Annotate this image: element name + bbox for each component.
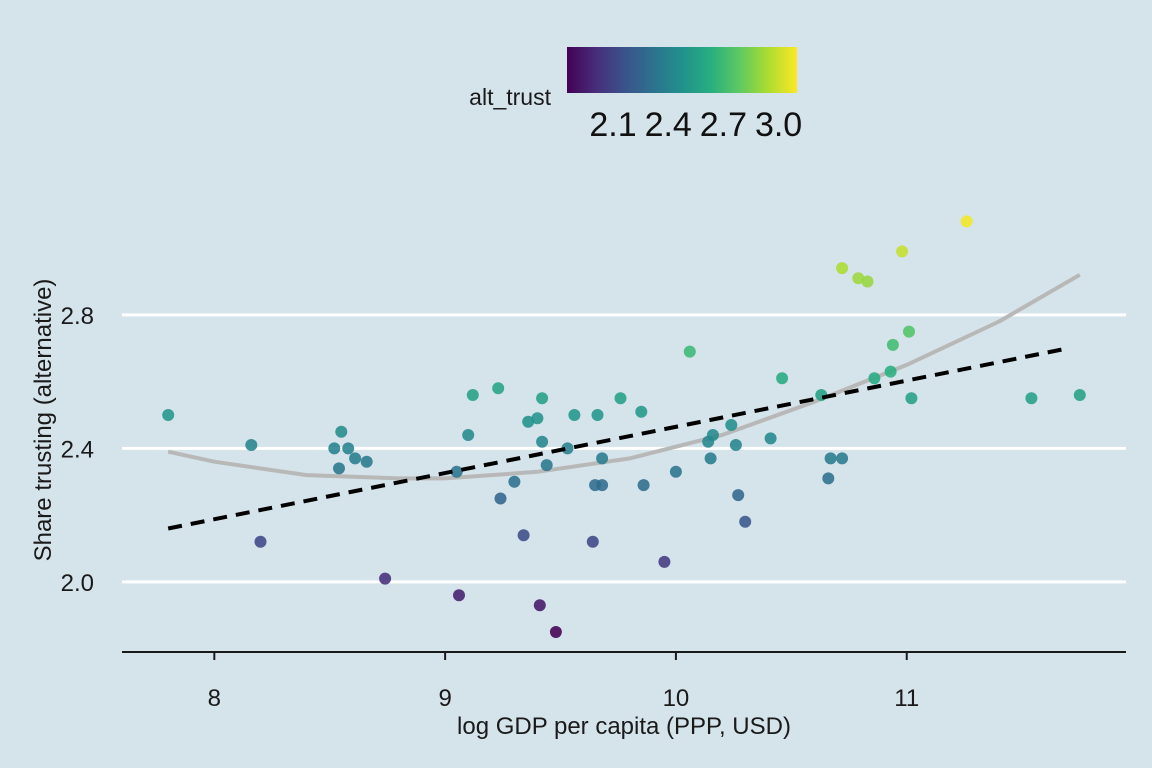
- data-point: [549, 626, 562, 638]
- y-tick-label: 2.0: [61, 570, 94, 597]
- data-point: [905, 392, 918, 405]
- data-point: [333, 462, 345, 475]
- color-legend: alt_trust 2.1 2.4 2.7 3.0: [469, 47, 802, 144]
- data-point: [360, 455, 373, 468]
- data-point: [522, 415, 535, 428]
- data-point: [824, 452, 837, 465]
- y-tick-label: 2.8: [61, 303, 94, 330]
- data-point: [466, 389, 479, 401]
- linear-fit-line: [167, 346, 1069, 531]
- colorbar-tick-label: 2.4: [645, 106, 692, 144]
- y-axis-title: Share trusting (alternative): [30, 279, 57, 562]
- data-point: [536, 392, 549, 405]
- data-point: [517, 529, 530, 542]
- data-point: [342, 442, 355, 455]
- data-point: [245, 439, 258, 451]
- data-point: [836, 452, 849, 465]
- data-point: [683, 345, 696, 358]
- data-point: [658, 555, 671, 568]
- data-point: [254, 535, 267, 548]
- data-point: [1025, 392, 1038, 405]
- colorbar: [567, 47, 797, 93]
- data-point: [960, 215, 973, 228]
- data-point: [886, 338, 899, 351]
- x-tick-label: 8: [208, 685, 221, 712]
- data-point: [729, 439, 742, 451]
- data-point: [739, 515, 752, 528]
- data-point: [508, 475, 521, 488]
- data-point: [706, 429, 719, 441]
- data-point: [533, 599, 546, 612]
- data-point: [732, 489, 745, 502]
- data-point: [861, 275, 874, 288]
- legend-title: alt_trust: [469, 84, 551, 110]
- x-axis-ticks: 8 9 10 11: [208, 652, 919, 712]
- colorbar-tick-label: 2.1: [589, 106, 636, 144]
- data-point: [704, 452, 717, 465]
- data-point: [349, 452, 362, 465]
- gridlines: [122, 313, 1126, 584]
- data-point: [884, 365, 897, 378]
- data-point: [896, 245, 909, 258]
- linear-fit-layer: [167, 346, 1069, 531]
- x-axis-title: log GDP per capita (PPP, USD): [457, 713, 791, 740]
- colorbar-tick-label: 2.7: [700, 106, 747, 144]
- smooth-fit-line: [167, 273, 1081, 481]
- data-point: [379, 572, 392, 585]
- data-point: [669, 465, 682, 478]
- data-point: [637, 479, 650, 492]
- data-point: [162, 409, 175, 421]
- data-point: [852, 272, 865, 285]
- data-point: [725, 419, 738, 431]
- data-point: [1073, 389, 1086, 401]
- data-point: [492, 382, 505, 395]
- x-tick-label: 11: [894, 685, 919, 712]
- data-point: [776, 372, 789, 385]
- data-point: [764, 432, 777, 445]
- data-point: [531, 412, 544, 425]
- data-point: [614, 392, 627, 405]
- data-point: [335, 425, 348, 438]
- colorbar-tick-label: 3.0: [755, 106, 802, 144]
- smooth-fit-layer: [167, 273, 1081, 481]
- data-point: [453, 589, 465, 602]
- data-point: [494, 492, 507, 505]
- x-tick-label: 10: [663, 685, 690, 712]
- data-points: [162, 215, 1086, 638]
- data-point: [635, 405, 648, 418]
- data-point: [462, 429, 475, 441]
- data-point: [568, 409, 581, 421]
- data-point: [540, 459, 553, 472]
- data-point: [836, 262, 849, 275]
- data-point: [822, 472, 835, 485]
- data-point: [596, 452, 609, 465]
- data-point: [596, 479, 609, 492]
- data-point: [561, 442, 574, 455]
- data-point: [868, 372, 881, 385]
- data-point: [586, 535, 599, 548]
- data-point: [328, 442, 341, 455]
- data-point: [591, 409, 604, 421]
- y-tick-label: 2.4: [61, 436, 94, 463]
- data-point: [450, 465, 463, 478]
- data-point: [536, 435, 549, 448]
- data-point: [903, 325, 915, 338]
- x-tick-label: 9: [438, 685, 451, 712]
- colorbar-tick-labels: 2.1 2.4 2.7 3.0: [589, 106, 802, 144]
- y-axis-tick-labels: 2.0 2.4 2.8: [61, 303, 94, 597]
